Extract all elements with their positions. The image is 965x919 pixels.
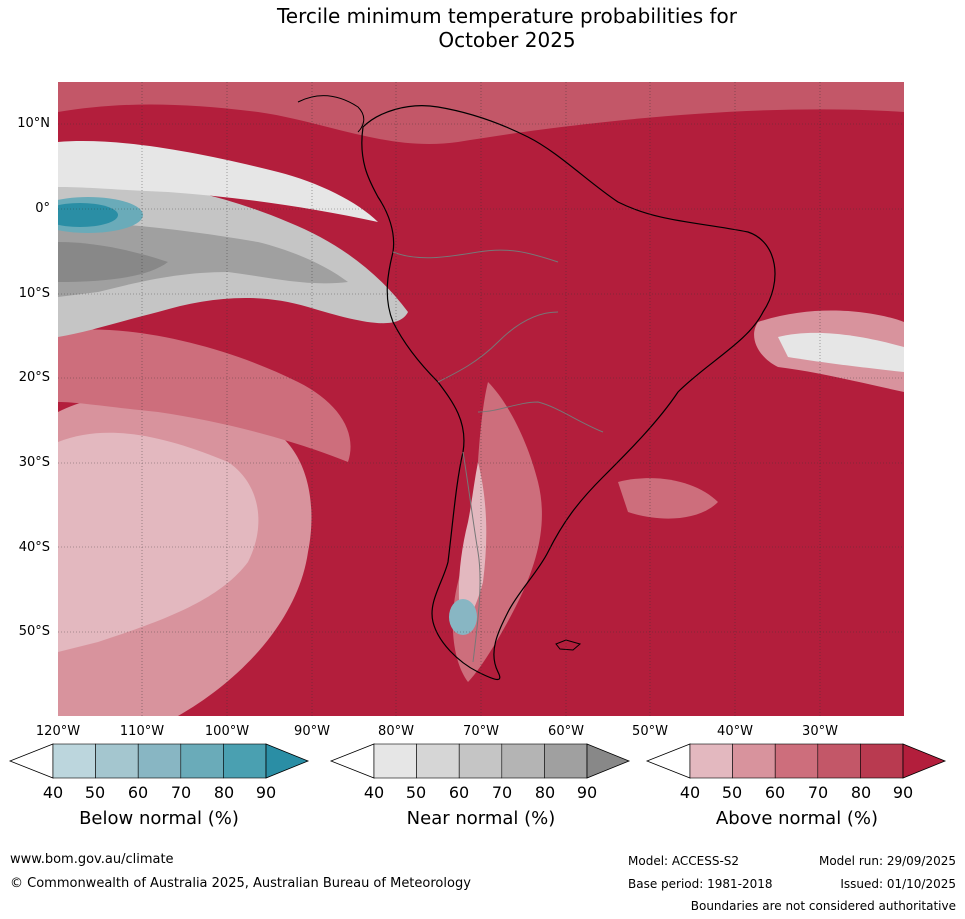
lat-label-20s: 20°S [18,370,50,385]
lat-label-10n: 10°N [17,116,50,131]
field-near-50-atlantic [778,332,904,372]
map-title-line2: October 2025 [438,28,576,52]
map-title: Tercile minimum temperature probabilitie… [0,4,965,52]
lon-label-50w: 50°W [632,724,668,739]
colorbar-segment [732,743,776,779]
cb-above-tick: 90 [892,783,914,802]
cb-near-tick: 50 [405,783,427,802]
lon-label-70w: 70°W [463,724,499,739]
lat-label-10s: 10°S [18,286,50,301]
lon-label-110w: 110°W [119,724,165,739]
border-line-1 [392,249,559,263]
central-america-coastline [297,95,365,133]
colorbar-segment [137,743,182,779]
border-line-3 [477,401,604,433]
cb-above-tick: 60 [764,783,786,802]
cb-below-tick: 40 [42,783,64,802]
field-above-50-sw [58,432,259,652]
graticule [58,82,904,716]
falklands-outline [555,639,582,651]
colorbar-segment [501,743,545,779]
lon-label-90w: 90°W [294,724,330,739]
footer-base-period: Base period: 1981-2018 [628,877,773,891]
lon-label-40w: 40°W [717,724,753,739]
colorbar-segment [689,743,733,779]
footer-disclaimer: Boundaries are not considered authoritat… [690,899,956,913]
colorbar-segment [774,743,819,779]
colorbar-segment [223,743,267,779]
map-title-line1: Tercile minimum temperature probabilitie… [276,4,738,28]
colorbar-near-graphic [329,743,631,779]
colorbar-near-title: Near normal (%) [406,808,556,829]
lon-label-60w: 60°W [548,724,584,739]
cb-above-tick: 40 [679,783,701,802]
colorbar-segment [416,743,460,779]
cb-above-tick: 50 [721,783,743,802]
colorbar-segment [52,743,96,779]
cb-near-tick: 90 [576,783,598,802]
colorbar-segment [544,743,588,779]
cb-below-tick: 90 [255,783,277,802]
cb-near-tick: 60 [448,783,470,802]
colorbar-segment [373,743,417,779]
lat-label-0: 0° [35,201,50,216]
cb-near-tick: 40 [363,783,385,802]
colorbar-above-graphic [645,743,947,779]
cb-above-tick: 80 [850,783,872,802]
cb-near-tick: 70 [491,783,513,802]
field-above-70-w [58,329,351,462]
cb-below-tick: 80 [213,783,235,802]
border-line-2 [437,311,559,383]
colorbar-extend-low [329,743,375,779]
colorbar-segment [180,743,224,779]
lat-label-30s: 30°S [18,455,50,470]
footer-url: www.bom.gov.au/climate [10,852,174,867]
colorbar-extend-high [586,743,631,779]
field-near-80 [58,222,348,297]
colorbar-segment [95,743,139,779]
colorbar-extend-low [8,743,54,779]
lat-label-40s: 40°S [18,540,50,555]
colorbar-below-graphic [8,743,310,779]
field-below-60-patagonia [449,599,477,635]
colorbar-below [8,743,310,779]
field-near-90 [58,242,168,282]
cb-near-tick: 80 [534,783,556,802]
south-america-coastline [361,105,776,681]
colorbar-below-title: Below normal (%) [79,808,239,829]
field-below-90 [58,203,118,227]
lon-label-120w: 120°W [35,724,81,739]
colorbar-segment [458,743,503,779]
cb-below-tick: 50 [84,783,106,802]
footer-model: Model: ACCESS-S2 [628,854,740,868]
field-above-80-n [58,82,904,145]
cb-above-tick: 70 [807,783,829,802]
field-above-70-argentina [452,382,542,682]
cb-below-tick: 60 [127,783,149,802]
footer-model-run: Model run: 29/09/2025 [818,854,956,868]
footer-copyright: © Commonwealth of Australia 2025, Austra… [10,876,471,891]
probability-map [58,82,904,716]
colorbar-extend-high [902,743,947,779]
colorbar-near [329,743,631,779]
field-above-70-atlantic [618,478,718,519]
lat-label-50s: 50°S [18,624,50,639]
colorbar-segment [817,743,861,779]
colorbar-segment [860,743,904,779]
cb-below-tick: 70 [170,783,192,802]
colorbar-above-title: Above normal (%) [715,808,879,829]
colorbar-extend-high [265,743,310,779]
border-line-4 [462,451,481,663]
lon-label-30w: 30°W [802,724,838,739]
colorbar-above [645,743,947,779]
footer-issued: Issued: 01/10/2025 [840,877,956,891]
lon-label-100w: 100°W [204,724,250,739]
map-graphic [58,82,904,716]
field-near-50-n [58,141,378,222]
lon-label-80w: 80°W [378,724,414,739]
colorbar-extend-low [645,743,691,779]
